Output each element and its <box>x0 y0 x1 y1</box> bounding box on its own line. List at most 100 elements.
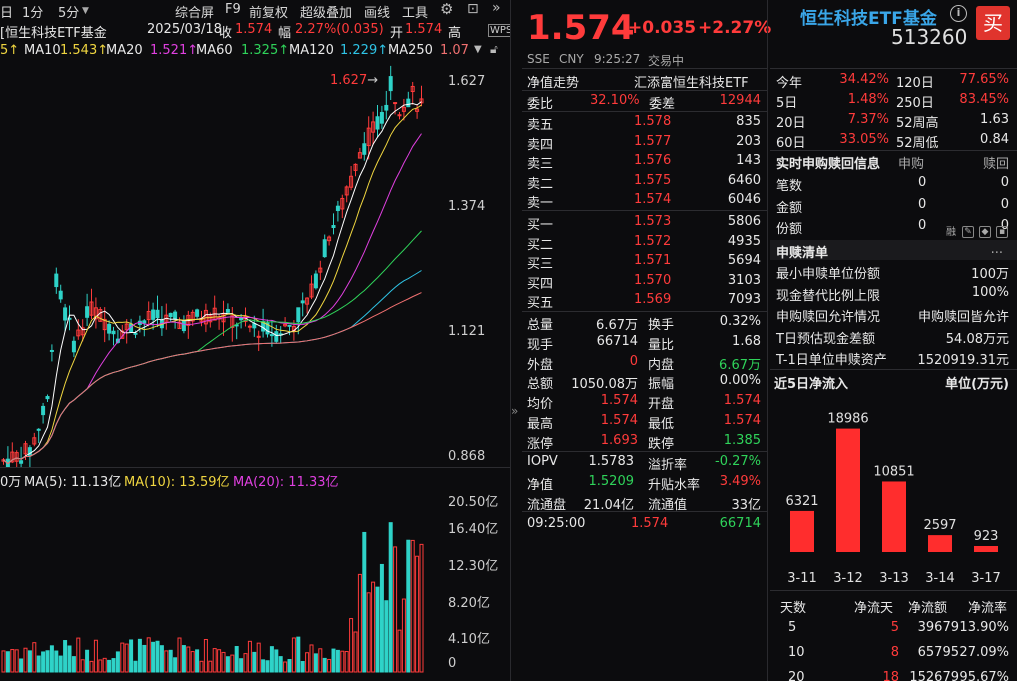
candle <box>384 104 389 111</box>
flow-table-row: 20 18 152679 95.67% <box>770 668 1017 681</box>
tab-1min[interactable]: 1分 <box>22 6 44 21</box>
volume-ma5: MA(5): 11.13亿 <box>24 475 122 490</box>
overlay-button[interactable]: 超级叠加 <box>300 6 353 21</box>
tag-icon[interactable]: ▪ <box>996 226 1008 238</box>
flow-amount: 65795 <box>917 645 959 660</box>
volume-bar <box>203 638 208 673</box>
lock-icon[interactable]: ⊡ <box>467 1 479 17</box>
stat-value: 1.693 <box>600 432 638 448</box>
tab-5min[interactable]: 5分 <box>58 6 80 21</box>
chevron-down-icon[interactable]: ▼ <box>82 6 89 16</box>
dropdown-icon[interactable]: ▼ <box>474 44 482 55</box>
volume-bar <box>322 657 327 673</box>
change-label: 幅 <box>278 26 292 41</box>
volume-bar <box>168 649 173 673</box>
flow-days: 20 <box>788 670 805 681</box>
volume-bar <box>49 645 54 673</box>
overview-button[interactable]: 综合屏 <box>175 6 215 21</box>
kline-chart[interactable] <box>0 62 445 467</box>
stat-label: 换手 <box>648 318 675 333</box>
candle <box>283 323 288 327</box>
inflow-bar <box>790 510 814 552</box>
period-label: 60日 <box>776 136 806 151</box>
volume-bar <box>208 660 213 673</box>
candle <box>379 112 384 124</box>
etf-stat-row: 净值 1.5209 升贴水率 3.49% <box>522 472 767 493</box>
candle <box>102 318 107 331</box>
stat-value: -0.27% <box>715 454 761 469</box>
stat-value: 21.04亿 <box>583 497 634 513</box>
flow-netdays: 8 <box>890 645 899 660</box>
volume-bar <box>195 649 200 673</box>
list-label: T日预估现金差额 <box>776 331 875 347</box>
col-subscribe: 申购 <box>898 157 925 172</box>
divider <box>522 90 767 91</box>
edit-icon[interactable]: ✎ <box>962 226 974 238</box>
tools-button[interactable]: 工具 <box>402 6 429 21</box>
tick-price: 1.574 <box>631 516 669 531</box>
volume-bar <box>173 657 178 673</box>
period-label: 250日 <box>896 96 934 111</box>
stat-row: 均价 1.574 开盘 1.574 <box>522 391 767 412</box>
weibi-value: 32.10% <box>590 93 640 108</box>
restore-button[interactable]: 前复权 <box>249 6 289 21</box>
info-icon[interactable]: i <box>950 5 967 22</box>
fund-name-title[interactable]: 恒生科技ETF基金 <box>800 9 937 29</box>
volume-axis-label: 0 <box>448 656 457 671</box>
expand-icon[interactable]: » <box>492 0 501 16</box>
volume-chart[interactable] <box>0 488 445 674</box>
volume-bar <box>89 660 94 673</box>
weibi-label: 委比 <box>527 97 554 112</box>
candle <box>98 308 103 322</box>
bid-volume: 5694 <box>727 253 761 269</box>
candle <box>335 205 340 212</box>
ma-bar: 5↑ MA10 1.543↑ MA20 1.521↑ MA60 1.325↑ M… <box>0 41 510 61</box>
tab-day[interactable]: 日 <box>0 6 14 21</box>
flow-table-row: 5 5 39679 13.90% <box>770 618 1017 638</box>
volume-bar <box>54 650 59 673</box>
flow-table-head: 净流率 <box>967 601 1007 616</box>
volume-bar <box>58 655 63 673</box>
volume-bar <box>362 531 367 673</box>
nav-trend-label[interactable]: 净值走势 <box>527 76 580 91</box>
collapse-icon[interactable]: » <box>511 404 519 418</box>
ask-volume: 6046 <box>727 192 761 208</box>
volume-axis-label: 12.30亿 <box>448 559 499 574</box>
stat-label: 流通盘 <box>527 497 567 513</box>
ask-price: 1.578 <box>634 114 672 129</box>
period-value: 34.42% <box>839 72 889 87</box>
candle <box>23 443 28 455</box>
f9-button[interactable]: F9 <box>225 2 241 17</box>
candle <box>305 297 310 305</box>
candle <box>89 301 94 316</box>
nav-row[interactable]: 净值走势 汇添富恒生科技ETF <box>522 70 767 91</box>
panel-divider[interactable] <box>510 0 511 681</box>
stat-label: 总额 <box>527 377 554 393</box>
volume-bar <box>177 637 182 673</box>
candle <box>357 152 362 159</box>
candle <box>19 460 24 464</box>
lock-icon[interactable]: 🔓︎ <box>490 42 498 56</box>
list-value: 申购赎回皆允许 <box>917 310 1009 326</box>
margin-label: 融 <box>946 227 956 238</box>
more-icon[interactable]: ... <box>990 242 1003 257</box>
wps-icon[interactable]: WPS <box>488 24 510 37</box>
volume-bar <box>1 650 6 673</box>
ma60-value: 1.325↑ <box>241 43 290 58</box>
trading-status: 交易中 <box>648 54 685 68</box>
bid-volume: 5806 <box>727 214 761 229</box>
candle <box>27 447 32 456</box>
draw-button[interactable]: 画线 <box>364 6 391 21</box>
volume-bar <box>186 646 191 673</box>
gear-icon[interactable]: ⚙ <box>440 0 454 18</box>
stat-value: 33亿 <box>731 497 761 513</box>
shield-icon[interactable]: ◆ <box>979 226 991 238</box>
buy-button[interactable]: 买 <box>976 6 1010 40</box>
moving-average-line <box>3 270 422 465</box>
kline-chart-panel[interactable]: 日 1分 5分 ▼ 综合屏 F9 前复权 超级叠加 画线 工具 ⚙ ⊡ » [恒… <box>0 0 510 681</box>
inflow-bar <box>974 546 998 552</box>
volume-bar <box>278 656 283 673</box>
volume-bar <box>102 657 107 673</box>
divider <box>770 150 1017 151</box>
volume-axis-label: 16.40亿 <box>448 522 499 537</box>
